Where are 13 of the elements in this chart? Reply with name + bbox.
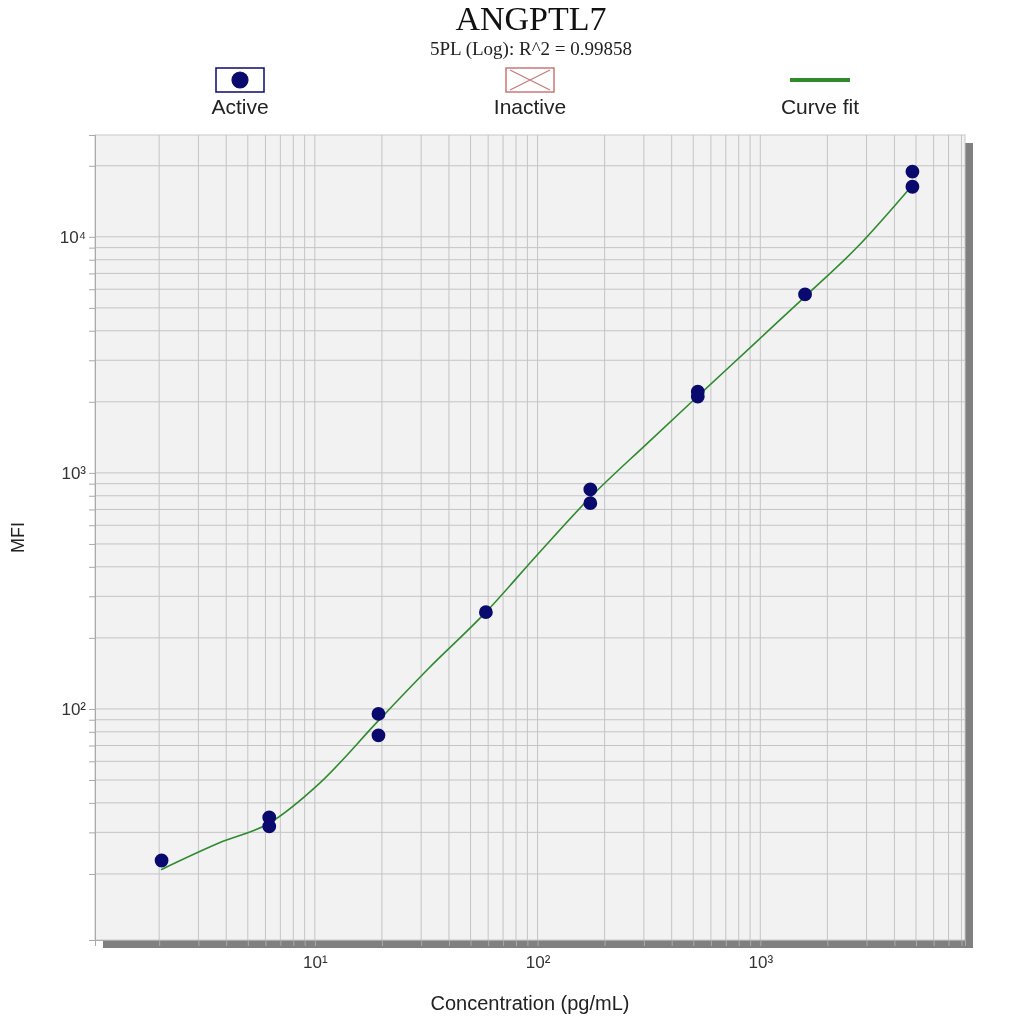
y-tick-label: 10³: [61, 463, 87, 483]
legend-label: Inactive: [493, 95, 567, 118]
x-tick-label: 10¹: [303, 952, 328, 972]
x-tick-label: 10³: [748, 952, 774, 972]
y-tick-label: 10⁴: [59, 227, 86, 247]
y-axis-title: MFI: [8, 522, 28, 553]
legend-label: Curve fit: [780, 95, 860, 118]
chart-title: ANGPTL7: [455, 0, 607, 37]
y-tick-label: 10²: [61, 699, 87, 719]
chart-subtitle: 5PL (Log): R^2 = 0.99858: [429, 38, 633, 60]
legend-label: Active: [211, 95, 269, 118]
x-tick-label: 10²: [525, 952, 551, 972]
x-axis-title: Concentration (pg/mL): [430, 992, 630, 1014]
